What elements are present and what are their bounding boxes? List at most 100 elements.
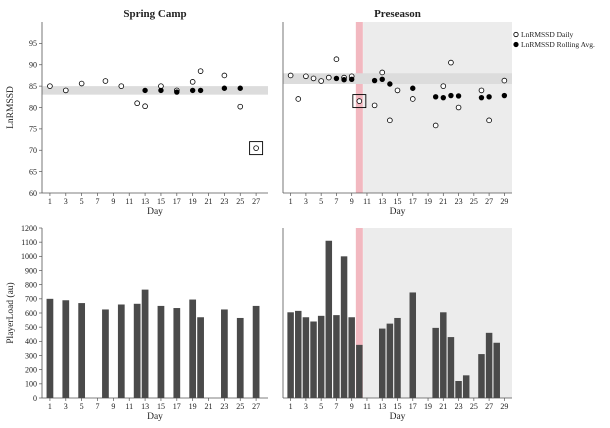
highlight-strip: [355, 228, 363, 398]
x-tick-label: 9: [350, 197, 354, 206]
x-axis-title: Day: [390, 412, 406, 422]
rolling-avg-point: [410, 85, 416, 91]
bar: [348, 317, 355, 398]
normal-band: [42, 86, 268, 95]
x-tick-label: 9: [111, 402, 115, 411]
daily-point: [253, 145, 259, 151]
x-tick-label: 17: [173, 402, 181, 411]
x-tick-label: 7: [334, 197, 338, 206]
y-tick-label: 0: [33, 394, 37, 403]
x-tick-label: 3: [304, 197, 308, 206]
x-tick-label: 23: [220, 402, 228, 411]
y-tick-label: 600: [25, 309, 37, 318]
x-tick-label: 29: [500, 402, 508, 411]
x-tick-label: 19: [424, 402, 432, 411]
rolling-avg-point: [349, 76, 355, 82]
x-tick-label: 23: [455, 197, 463, 206]
y-tick-label: 65: [29, 167, 37, 176]
daily-point: [325, 74, 332, 81]
x-tick-label: 25: [470, 402, 478, 411]
panel-load-spring: 1 3 5 7 9 11 13 15 17 19 21 23 25 2701002003004005006…: [5, 224, 268, 422]
x-tick-label: 5: [80, 402, 84, 411]
rolling-avg-point: [197, 87, 204, 94]
y-tick-label: 60: [29, 189, 37, 198]
x-tick-label: 1: [289, 197, 293, 206]
daily-point: [118, 83, 125, 89]
daily-point: [333, 56, 340, 62]
x-tick-label: 19: [189, 402, 197, 411]
boxed-point-marker: [249, 141, 264, 156]
y-tick-label: 95: [29, 39, 37, 48]
bar: [432, 327, 439, 398]
daily-point: [47, 83, 53, 89]
rolling-avg-point: [158, 87, 164, 94]
rolling-avg-point: [371, 77, 378, 84]
x-tick-label: 11: [125, 402, 133, 411]
daily-point: [134, 100, 140, 107]
rolling-avg-point: [174, 89, 180, 95]
bar: [302, 317, 310, 398]
legend-label: LnRMSSD Rolling Avg.: [521, 40, 595, 49]
bar: [378, 328, 386, 398]
daily-point: [62, 87, 69, 94]
boxed-point-marker: [352, 94, 367, 109]
x-tick-label: 23: [455, 402, 463, 411]
y-tick-label: 80: [29, 103, 37, 112]
x-tick-label: 15: [157, 402, 165, 411]
x-tick-label: 5: [80, 197, 84, 206]
daily-point: [237, 103, 244, 110]
x-tick-label: 13: [378, 197, 386, 206]
rolling-avg-point: [142, 87, 148, 94]
rolling-avg-point: [237, 85, 243, 91]
y-tick-label: 900: [25, 266, 37, 275]
bar: [287, 312, 294, 398]
bar: [386, 323, 394, 398]
x-tick-label: 21: [439, 197, 447, 206]
x-tick-label: 17: [409, 402, 417, 411]
daily-point: [78, 80, 85, 87]
bar: [102, 309, 109, 398]
bar: [462, 375, 470, 398]
x-tick-label: 27: [252, 197, 260, 206]
bar: [455, 381, 462, 398]
bar: [478, 354, 485, 398]
panel-title: Preseason: [374, 8, 421, 20]
x-tick-label: 13: [141, 197, 149, 206]
y-tick-label: 700: [25, 295, 37, 304]
daily-point: [440, 83, 447, 89]
y-tick-label: 75: [29, 125, 37, 134]
daily-point: [310, 75, 317, 82]
x-tick-label: 27: [252, 402, 260, 411]
bar: [440, 312, 447, 398]
rolling-avg-point: [448, 92, 454, 99]
bar: [117, 304, 125, 398]
rolling-avg-point: [387, 81, 393, 87]
daily-point: [501, 77, 508, 84]
daily-point: [295, 96, 302, 102]
y-tick-label: 200: [25, 365, 37, 374]
daily-point: [394, 87, 401, 94]
daily-point: [486, 117, 492, 124]
daily-point: [102, 78, 109, 84]
x-tick-label: 3: [64, 402, 68, 411]
x-tick-label: 21: [205, 402, 213, 411]
daily-point: [303, 73, 309, 80]
x-tick-label: 27: [485, 402, 493, 411]
legend-filled-circle-icon: [513, 41, 519, 48]
panel-title: Spring Camp: [123, 8, 186, 20]
rolling-avg-point: [189, 87, 196, 94]
x-tick-label: 27: [485, 197, 493, 206]
x-tick-label: 15: [394, 197, 402, 206]
x-tick-label: 5: [319, 197, 323, 206]
daily-point: [455, 104, 462, 111]
y-tick-label: 800: [25, 280, 37, 289]
daily-point: [478, 87, 485, 94]
y-axis-title: LnRMSSD: [6, 86, 16, 129]
bar: [78, 303, 86, 398]
daily-point: [371, 102, 378, 109]
bar: [133, 303, 141, 398]
x-tick-label: 13: [378, 402, 386, 411]
daily-point: [409, 96, 416, 102]
